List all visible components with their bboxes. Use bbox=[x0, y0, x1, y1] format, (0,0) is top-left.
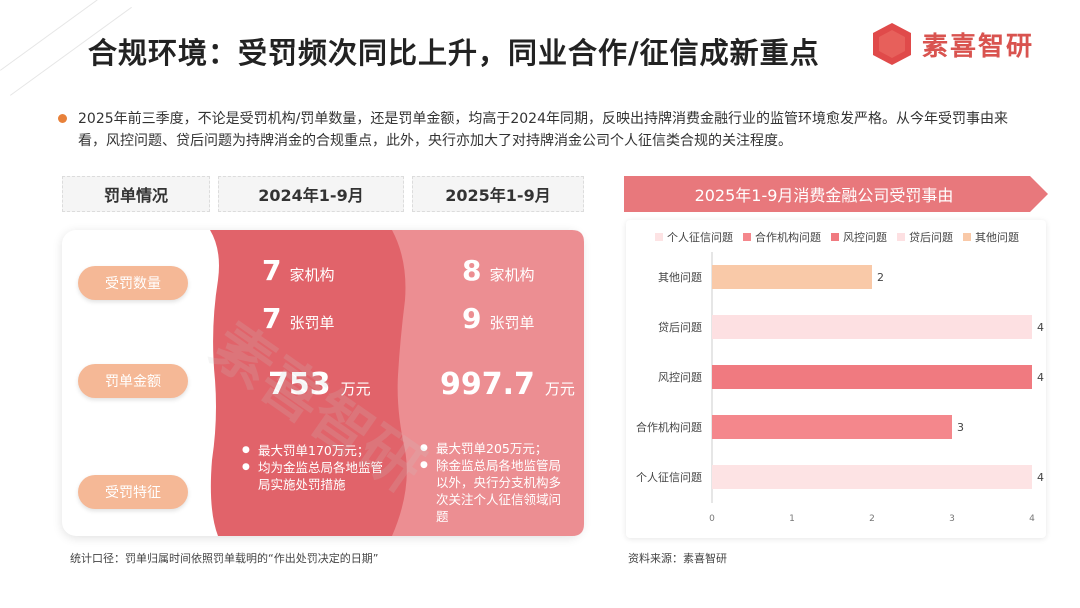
features-2024: 最大罚单170万元； 均为金监总局各地监管局实施处罚措施 bbox=[242, 442, 392, 493]
institutions-2024-unit: 家机构 bbox=[289, 266, 335, 284]
x-tick-label: 0 bbox=[709, 514, 715, 524]
bar-4 bbox=[712, 465, 1032, 489]
institutions-2025: 8 家机构 bbox=[462, 254, 535, 287]
amount-2025: 997.7 万元 bbox=[440, 367, 575, 402]
brand-logo: 素喜智研 bbox=[870, 18, 1060, 70]
feature-2025-item: 最大罚单205万元； bbox=[420, 440, 570, 457]
legend-swatch bbox=[743, 233, 751, 241]
legend-swatch bbox=[963, 233, 971, 241]
institutions-2024: 7 家机构 bbox=[262, 254, 335, 287]
legend-label: 个人征信问题 bbox=[667, 231, 733, 244]
legend-label: 其他问题 bbox=[975, 231, 1019, 244]
row-label-penalty-amount: 罚单金额 bbox=[78, 364, 188, 398]
data-label: 2 bbox=[877, 271, 884, 284]
bar-0 bbox=[712, 265, 872, 289]
tickets-2025-value: 9 bbox=[462, 302, 482, 335]
institutions-2024-value: 7 bbox=[262, 254, 282, 287]
amount-2024: 753 万元 bbox=[268, 367, 371, 402]
institutions-2025-value: 8 bbox=[462, 254, 482, 287]
category-label: 合作机构问题 bbox=[636, 420, 702, 434]
row-label-penalty-features: 受罚特征 bbox=[78, 475, 188, 509]
intro-paragraph: 2025年前三季度，不论是受罚机构/罚单数量，还是罚单金额，均高于2024年同期… bbox=[78, 111, 1008, 149]
legend-label: 风控问题 bbox=[843, 231, 887, 244]
legend-item: 风控问题 bbox=[831, 229, 887, 245]
bar-2 bbox=[712, 365, 1032, 389]
table-header-2024: 2024年1-9月 bbox=[218, 176, 404, 212]
x-tick-label: 2 bbox=[869, 514, 875, 524]
tickets-2024-value: 7 bbox=[262, 302, 282, 335]
row-label-penalty-count: 受罚数量 bbox=[78, 266, 188, 300]
data-label: 4 bbox=[1037, 321, 1044, 334]
logo-text: 素喜智研 bbox=[922, 32, 1035, 62]
tickets-2025: 9 张罚单 bbox=[462, 302, 535, 335]
table-header-category: 罚单情况 bbox=[62, 176, 210, 212]
category-label: 其他问题 bbox=[658, 271, 702, 284]
x-tick-label: 4 bbox=[1029, 514, 1035, 524]
data-label: 4 bbox=[1037, 471, 1044, 484]
page-title: 合规环境：受罚频次同比上升，同业合作/征信成新重点 bbox=[88, 36, 820, 70]
amount-2025-unit: 万元 bbox=[544, 380, 575, 398]
tickets-2024-unit: 张罚单 bbox=[289, 314, 335, 332]
amount-2024-value: 753 bbox=[268, 367, 331, 402]
legend-swatch bbox=[897, 233, 905, 241]
amount-2024-unit: 万元 bbox=[340, 380, 371, 398]
x-tick-label: 1 bbox=[789, 514, 795, 524]
institutions-2025-unit: 家机构 bbox=[489, 266, 535, 284]
legend-label: 合作机构问题 bbox=[755, 231, 821, 244]
legend-item: 其他问题 bbox=[963, 229, 1019, 245]
amount-2025-value: 997.7 bbox=[440, 367, 535, 402]
legend-swatch bbox=[655, 233, 663, 241]
legend-item: 个人征信问题 bbox=[655, 229, 733, 245]
bullet-dot-icon bbox=[58, 114, 67, 123]
legend-item: 合作机构问题 bbox=[743, 229, 821, 245]
category-label: 贷后问题 bbox=[658, 320, 702, 334]
table-header-2025: 2025年1-9月 bbox=[412, 176, 584, 212]
bar-1 bbox=[712, 315, 1032, 339]
feature-2024-item: 均为金监总局各地监管局实施处罚措施 bbox=[242, 459, 392, 493]
feature-2025-item: 除金监总局各地监管局以外，央行分支机构多次关注个人征信领域问题 bbox=[420, 457, 570, 525]
chart-legend: 个人征信问题 合作机构问题 风控问题 贷后问题 其他问题 bbox=[655, 229, 1019, 245]
data-source: 资料来源：素喜智研 bbox=[628, 552, 727, 565]
tickets-2025-unit: 张罚单 bbox=[489, 314, 535, 332]
category-label: 个人征信问题 bbox=[636, 471, 702, 484]
chart-title: 2025年1-9月消费金融公司受罚事由 bbox=[694, 186, 954, 205]
table-footnote: 统计口径：罚单归属时间依照罚单载明的“作出处罚决定的日期” bbox=[70, 552, 379, 565]
legend-swatch bbox=[831, 233, 839, 241]
data-label: 3 bbox=[957, 421, 964, 434]
features-2025: 最大罚单205万元； 除金监总局各地监管局以外，央行分支机构多次关注个人征信领域… bbox=[420, 440, 570, 525]
tickets-2024: 7 张罚单 bbox=[262, 302, 335, 335]
feature-2024-item: 最大罚单170万元； bbox=[242, 442, 392, 459]
category-label: 风控问题 bbox=[658, 370, 702, 384]
hexagon-logo-icon bbox=[873, 23, 911, 65]
x-tick-label: 3 bbox=[949, 514, 955, 524]
data-label: 4 bbox=[1037, 371, 1044, 384]
legend-label: 贷后问题 bbox=[909, 231, 953, 244]
legend-item: 贷后问题 bbox=[897, 229, 953, 245]
bar-3 bbox=[712, 415, 952, 439]
